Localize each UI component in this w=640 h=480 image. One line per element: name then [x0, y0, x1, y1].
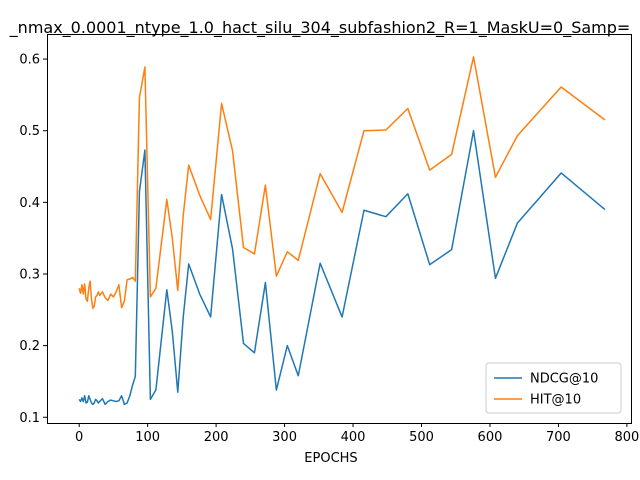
- y-tick-label: 0.3: [19, 267, 40, 282]
- x-tick-label: 0: [75, 430, 83, 445]
- x-tick-label: 600: [478, 430, 503, 445]
- x-axis: 0 100 200 300 400 500 600 700 800: [75, 423, 639, 445]
- x-tick-label: 800: [614, 430, 639, 445]
- y-tick-label: 0.2: [19, 339, 40, 354]
- x-tick-label: 500: [409, 430, 434, 445]
- y-axis: 0.1 0.2 0.3 0.4 0.5 0.6: [19, 53, 47, 426]
- legend-box: [485, 362, 622, 414]
- chart-title: _nmax_0.0001_ntype_1.0_hact_silu_304_sub…: [9, 18, 631, 38]
- x-tick-label: 400: [341, 430, 366, 445]
- y-tick-label: 0.1: [19, 411, 40, 426]
- y-tick-label: 0.4: [19, 196, 40, 211]
- series-line-ndcg-10: [78, 129, 606, 406]
- legend-label: HIT@10: [530, 393, 581, 408]
- y-tick-label: 0.5: [19, 124, 40, 139]
- x-tick-label: 200: [204, 430, 229, 445]
- series-line-hit-10: [78, 56, 606, 310]
- series-layer: [78, 56, 606, 406]
- legend-label: NDCG@10: [530, 372, 598, 387]
- y-tick-label: 0.6: [19, 53, 40, 68]
- legend: NDCG@10 HIT@10: [485, 362, 622, 414]
- x-tick-label: 300: [272, 430, 297, 445]
- x-tick-label: 100: [135, 430, 160, 445]
- x-tick-label: 700: [546, 430, 571, 445]
- x-axis-label: EPOCHS: [304, 451, 357, 466]
- plot-frame: [47, 34, 632, 424]
